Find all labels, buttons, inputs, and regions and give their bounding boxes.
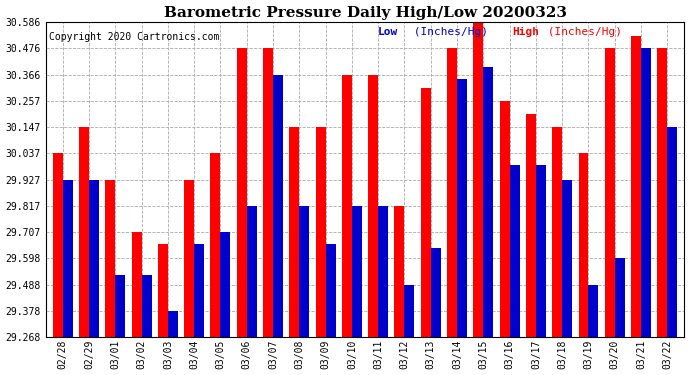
Bar — [615, 258, 624, 337]
Bar — [289, 127, 299, 337]
Bar — [457, 78, 467, 337]
Bar — [184, 180, 194, 337]
Bar — [63, 180, 72, 337]
Bar — [79, 127, 89, 337]
Text: Low: Low — [378, 27, 398, 37]
Bar — [473, 22, 484, 337]
Bar — [352, 206, 362, 337]
Bar — [510, 165, 520, 337]
Bar — [658, 48, 667, 337]
Bar — [378, 206, 388, 337]
Bar — [552, 127, 562, 337]
Bar — [578, 153, 589, 337]
Bar — [221, 232, 230, 337]
Bar — [194, 244, 204, 337]
Bar — [210, 153, 221, 337]
Bar — [315, 127, 326, 337]
Bar — [421, 88, 431, 337]
Bar — [431, 248, 441, 337]
Bar — [237, 48, 247, 337]
Bar — [395, 206, 404, 337]
Bar — [326, 244, 335, 337]
Bar — [115, 274, 126, 337]
Bar — [526, 114, 536, 337]
Bar — [89, 180, 99, 337]
Text: (Inches/Hg): (Inches/Hg) — [541, 27, 622, 37]
Bar — [667, 127, 678, 337]
Text: High: High — [512, 27, 539, 37]
Bar — [52, 153, 63, 337]
Bar — [247, 206, 257, 337]
Bar — [342, 75, 352, 337]
Bar — [132, 232, 141, 337]
Bar — [299, 206, 309, 337]
Bar — [536, 165, 546, 337]
Bar — [484, 67, 493, 337]
Bar — [106, 180, 115, 337]
Bar — [263, 48, 273, 337]
Bar — [404, 285, 415, 337]
Bar — [605, 48, 615, 337]
Bar — [158, 244, 168, 337]
Bar — [168, 311, 178, 337]
Bar — [562, 180, 572, 337]
Bar — [500, 101, 510, 337]
Bar — [447, 48, 457, 337]
Bar — [273, 75, 283, 337]
Title: Barometric Pressure Daily High/Low 20200323: Barometric Pressure Daily High/Low 20200… — [164, 6, 566, 20]
Bar — [368, 75, 378, 337]
Text: (Inches/Hg): (Inches/Hg) — [406, 27, 488, 37]
Text: Copyright 2020 Cartronics.com: Copyright 2020 Cartronics.com — [49, 32, 219, 42]
Bar — [141, 274, 152, 337]
Bar — [589, 285, 598, 337]
Bar — [641, 48, 651, 337]
Bar — [631, 36, 641, 337]
